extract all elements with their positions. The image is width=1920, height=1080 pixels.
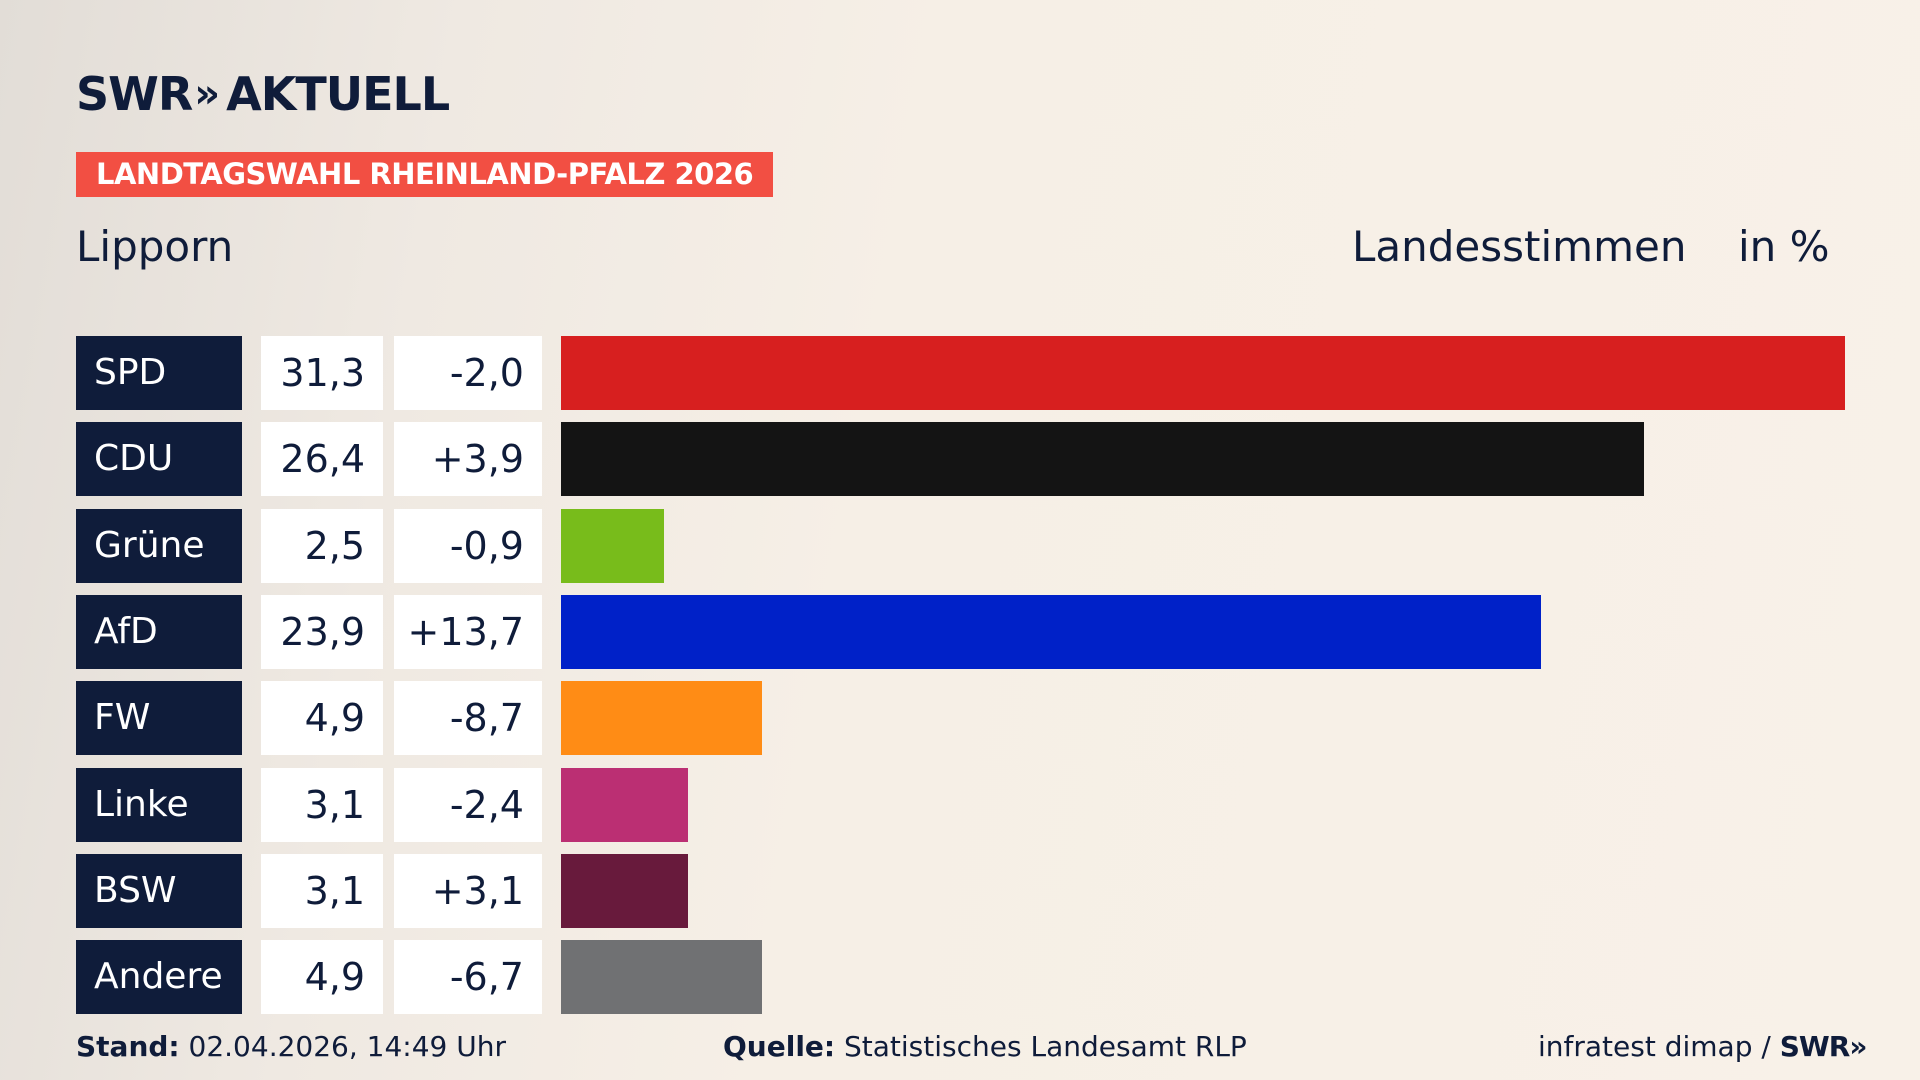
chevron-logo-icon: » bbox=[194, 71, 220, 117]
vote-share-bar bbox=[561, 594, 1541, 669]
result-row: BSW 3,1 +3,1 bbox=[0, 853, 1920, 928]
swr-aktuell-logo: SWR » AKTUELL bbox=[76, 66, 450, 122]
vote-share-value: 4,9 bbox=[261, 940, 383, 1015]
stand-value: 02.04.2026, 14:49 Uhr bbox=[188, 1030, 506, 1063]
result-row: Grüne 2,5 -0,9 bbox=[0, 508, 1920, 583]
brand-product: AKTUELL bbox=[226, 67, 450, 121]
footer-stand: Stand: 02.04.2026, 14:49 Uhr bbox=[76, 1030, 506, 1063]
vote-share-bar bbox=[561, 336, 1845, 410]
quelle-label: Quelle: bbox=[723, 1030, 836, 1063]
credit-brand: SWR» bbox=[1779, 1030, 1868, 1063]
vote-share-value: 23,9 bbox=[261, 594, 383, 669]
region-title: Lipporn bbox=[76, 222, 234, 271]
party-label: Grüne bbox=[76, 508, 242, 583]
party-label: SPD bbox=[76, 336, 242, 410]
vote-share-value: 2,5 bbox=[261, 508, 383, 583]
result-row: Andere 4,9 -6,7 bbox=[0, 940, 1920, 1015]
vote-share-value: 3,1 bbox=[261, 767, 383, 842]
vote-share-bar bbox=[561, 940, 762, 1015]
vote-share-bar bbox=[561, 508, 664, 583]
result-row: Linke 3,1 -2,4 bbox=[0, 767, 1920, 842]
vote-share-value: 31,3 bbox=[261, 336, 383, 410]
vote-share-change: +3,1 bbox=[394, 853, 542, 928]
vote-share-change: -8,7 bbox=[394, 681, 542, 756]
party-label: BSW bbox=[76, 853, 242, 928]
vote-share-change: +3,9 bbox=[394, 422, 542, 497]
result-row: SPD 31,3 -2,0 bbox=[0, 336, 1920, 410]
brand-name: SWR bbox=[76, 67, 193, 121]
vote-share-bar bbox=[561, 681, 762, 756]
vote-share-change: -6,7 bbox=[394, 940, 542, 1015]
party-label: FW bbox=[76, 681, 242, 756]
vote-share-change: +13,7 bbox=[394, 594, 542, 669]
unit-label: in % bbox=[1738, 222, 1830, 271]
vote-share-change: -2,0 bbox=[394, 336, 542, 410]
measure-label: Landesstimmen bbox=[1352, 222, 1687, 271]
election-banner: LANDTAGSWAHL RHEINLAND-PFALZ 2026 bbox=[76, 152, 774, 197]
vote-share-bar bbox=[561, 767, 688, 842]
vote-share-value: 3,1 bbox=[261, 853, 383, 928]
quelle-value: Statistisches Landesamt RLP bbox=[844, 1030, 1247, 1063]
party-label: AfD bbox=[76, 594, 242, 669]
result-row: AfD 23,9 +13,7 bbox=[0, 594, 1920, 669]
vote-share-bar bbox=[561, 422, 1644, 497]
vote-share-change: -2,4 bbox=[394, 767, 542, 842]
vote-share-bar bbox=[561, 853, 688, 928]
vote-share-value: 26,4 bbox=[261, 422, 383, 497]
footer-credit: infratest dimap / SWR» bbox=[1538, 1030, 1868, 1063]
party-label: Linke bbox=[76, 767, 242, 842]
credit-text: infratest dimap / bbox=[1538, 1030, 1771, 1063]
stand-label: Stand: bbox=[76, 1030, 180, 1063]
party-label: CDU bbox=[76, 422, 242, 497]
vote-share-value: 4,9 bbox=[261, 681, 383, 756]
footer-quelle: Quelle: Statistisches Landesamt RLP bbox=[723, 1030, 1247, 1063]
result-row: FW 4,9 -8,7 bbox=[0, 681, 1920, 756]
party-label: Andere bbox=[76, 940, 242, 1015]
result-row: CDU 26,4 +3,9 bbox=[0, 422, 1920, 497]
vote-share-change: -0,9 bbox=[394, 508, 542, 583]
